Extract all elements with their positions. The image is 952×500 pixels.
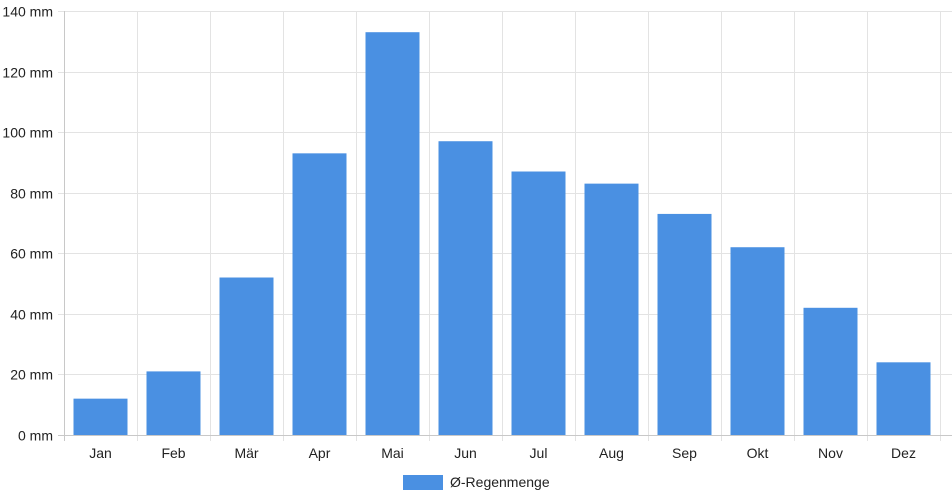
y-tick-label: 20 mm [10, 367, 53, 383]
x-tick-label: Mai [381, 445, 404, 461]
legend-label[interactable]: Ø-Regenmenge [450, 474, 550, 490]
legend-swatch[interactable] [403, 475, 443, 490]
x-tick-label: Mär [234, 445, 258, 461]
bars [73, 32, 931, 436]
bar-Feb[interactable] [146, 371, 201, 435]
x-tick-label: Dez [891, 445, 916, 461]
y-tick-label: 40 mm [10, 307, 53, 323]
bar-Okt[interactable] [730, 247, 785, 435]
x-tick-label: Apr [309, 445, 331, 461]
legend[interactable]: Ø-Regenmenge [403, 474, 550, 490]
x-tick-label: Aug [599, 445, 624, 461]
bar-Mär[interactable] [219, 277, 274, 435]
bar-Jun[interactable] [438, 141, 493, 435]
bar-Jan[interactable] [73, 398, 128, 435]
y-tick-label: 60 mm [10, 246, 53, 262]
x-tick-labels: Jan Feb Mär Apr Mai Jun Jul Aug Sep Okt Nov Dez [89, 445, 916, 461]
x-tick-label: Jan [89, 445, 112, 461]
x-tick-label: Sep [672, 445, 697, 461]
grid-lines [58, 11, 952, 441]
bar-Jul[interactable] [511, 171, 566, 435]
y-tick-labels: 0 mm 20 mm 40 mm 60 mm 80 mm 100 mm 120 mm 140 … [2, 4, 53, 444]
y-tick-label: 80 mm [10, 186, 53, 202]
bar-Dez[interactable] [876, 362, 931, 435]
x-tick-label: Jun [454, 445, 477, 461]
x-tick-label: Feb [161, 445, 185, 461]
x-tick-label: Jul [530, 445, 548, 461]
y-tick-label: 100 mm [2, 125, 53, 141]
y-tick-label: 140 mm [2, 4, 53, 20]
bar-Apr[interactable] [292, 153, 347, 436]
x-tick-label: Nov [818, 445, 843, 461]
y-tick-label: 0 mm [18, 428, 53, 444]
y-tick-label: 120 mm [2, 65, 53, 81]
bar-Nov[interactable] [803, 307, 858, 435]
bar-Mai[interactable] [365, 32, 420, 435]
axes [58, 11, 952, 441]
x-tick-label: Okt [747, 445, 769, 461]
bar-Sep[interactable] [657, 213, 712, 435]
bar-Aug[interactable] [584, 183, 639, 435]
